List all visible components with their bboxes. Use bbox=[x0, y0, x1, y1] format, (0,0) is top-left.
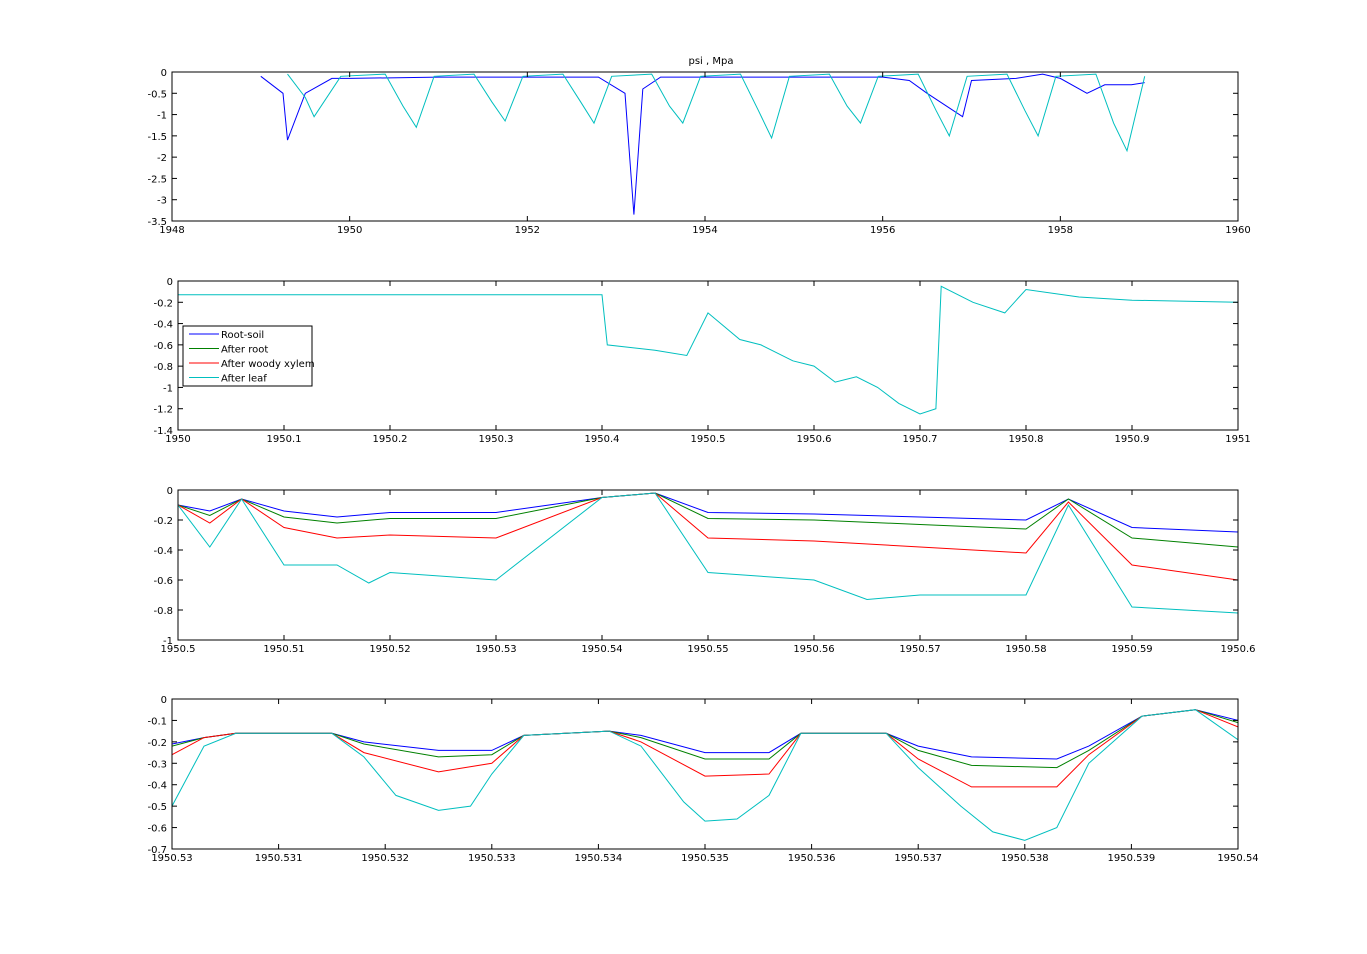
x-tick-label: 1954 bbox=[692, 225, 717, 236]
x-tick-label: 1950.4 bbox=[585, 434, 620, 445]
y-tick-label: -0.3 bbox=[147, 759, 167, 770]
y-tick-label: -0.2 bbox=[153, 298, 173, 309]
y-tick-label: -0.1 bbox=[147, 716, 167, 727]
y-tick-label: -0.5 bbox=[147, 802, 167, 813]
x-tick-label: 1956 bbox=[870, 225, 895, 236]
series-line-after-leaf bbox=[178, 492, 1238, 614]
y-tick-label: -0.4 bbox=[153, 546, 173, 557]
x-tick-label: 1950.6 bbox=[1221, 644, 1256, 655]
axes-panel-4: 1950.53 1950.531 1950.532 1950.533 1950.534 1… bbox=[147, 695, 1258, 864]
legend-label: After woody xylem bbox=[221, 359, 315, 370]
y-tick-label: -1 bbox=[163, 636, 173, 647]
axes-panel-2: 1950 1950.1 1950.2 1950.3 1950.4 1950.5 1950.6… bbox=[153, 277, 1250, 445]
y-tick-label: 0 bbox=[167, 277, 173, 288]
x-tick-label: 1950.535 bbox=[681, 853, 729, 864]
legend-box bbox=[182, 325, 313, 387]
x-tick-label: 1950.537 bbox=[894, 853, 942, 864]
series-line-after-leaf bbox=[178, 285, 1238, 415]
x-tick-label: 1950.57 bbox=[899, 644, 940, 655]
x-tick-label: 1950.2 bbox=[373, 434, 408, 445]
y-tick-label: 0 bbox=[161, 68, 167, 79]
y-tick-label: -1.2 bbox=[153, 405, 173, 416]
x-tick-label: 1950.5 bbox=[161, 644, 196, 655]
x-tick-label: 1950.534 bbox=[575, 853, 623, 864]
series-line-after-root bbox=[172, 709, 1238, 769]
series-line-root-soil bbox=[172, 709, 1238, 760]
y-tick-label: -0.2 bbox=[153, 516, 173, 527]
x-tick-label: 1950.8 bbox=[1009, 434, 1044, 445]
y-tick-label: -3.5 bbox=[147, 217, 167, 228]
x-tick-label: 1950.536 bbox=[788, 853, 836, 864]
y-tick-label: -0.8 bbox=[153, 606, 173, 617]
legend: Root-soil After root After woody xylem Afte… bbox=[182, 325, 315, 387]
series-group bbox=[178, 492, 1238, 614]
x-tick-label: 1950.58 bbox=[1005, 644, 1046, 655]
x-tick-label: 1950.532 bbox=[361, 853, 409, 864]
y-tick-label: -0.6 bbox=[147, 824, 167, 835]
y-tick-label: -0.4 bbox=[153, 320, 173, 331]
figure-title: psi , Mpa bbox=[689, 56, 734, 67]
axes-panel-1: 1948 1950 1952 1954 1956 1958 1960 0 -0.5 -1 -1.5 -… bbox=[147, 68, 1250, 236]
x-tick-label: 1950.54 bbox=[581, 644, 622, 655]
axes-group: 1948 1950 1952 1954 1956 1958 1960 0 -0.5 -1 -1.5 -… bbox=[147, 68, 1258, 864]
y-tick-label: -0.5 bbox=[147, 89, 167, 100]
x-tick-label: 1950 bbox=[165, 434, 190, 445]
x-tick-label: 1950 bbox=[337, 225, 362, 236]
legend-label: After root bbox=[221, 345, 268, 356]
x-tick-label: 1952 bbox=[515, 225, 540, 236]
x-tick-label: 1950.52 bbox=[369, 644, 410, 655]
series-group bbox=[172, 709, 1238, 841]
y-tick-label: -0.4 bbox=[147, 781, 167, 792]
x-tick-label: 1950.538 bbox=[1001, 853, 1049, 864]
x-tick-label: 1950.51 bbox=[263, 644, 304, 655]
y-tick-label: -0.6 bbox=[153, 576, 173, 587]
x-tick-label: 1950.3 bbox=[479, 434, 514, 445]
y-tick-label: -1.5 bbox=[147, 132, 167, 143]
y-tick-label: -0.6 bbox=[153, 341, 173, 352]
x-tick-label: 1950.59 bbox=[1111, 644, 1152, 655]
series-line-after-leaf bbox=[172, 709, 1238, 841]
x-tick-label: 1950.539 bbox=[1108, 853, 1156, 864]
x-tick-label: 1950.531 bbox=[255, 853, 303, 864]
x-tick-label: 1950.7 bbox=[903, 434, 938, 445]
x-tick-label: 1950.533 bbox=[468, 853, 516, 864]
x-tick-label: 1950.55 bbox=[687, 644, 728, 655]
y-tick-label: -0.7 bbox=[147, 845, 167, 856]
y-tick-label: -3 bbox=[157, 196, 167, 207]
y-tick-label: -0.2 bbox=[147, 738, 167, 749]
y-tick-label: -1 bbox=[157, 111, 167, 122]
x-tick-label: 1958 bbox=[1048, 225, 1073, 236]
axes-panel-3: 1950.5 1950.51 1950.52 1950.53 1950.54 1950.5… bbox=[153, 486, 1255, 655]
y-tick-label: -0.8 bbox=[153, 362, 173, 373]
y-tick-label: -2 bbox=[157, 153, 167, 164]
series-line-series-2 bbox=[287, 73, 1146, 153]
y-tick-label: -1 bbox=[163, 383, 173, 394]
legend-label: Root-soil bbox=[221, 330, 264, 341]
series-group bbox=[260, 73, 1146, 215]
x-tick-label: 1950.53 bbox=[475, 644, 516, 655]
x-tick-label: 1950.56 bbox=[793, 644, 834, 655]
legend-label: After leaf bbox=[221, 374, 267, 385]
x-tick-label: 1950.5 bbox=[691, 434, 726, 445]
x-tick-label: 1950.54 bbox=[1217, 853, 1258, 864]
x-tick-label: 1950.6 bbox=[797, 434, 832, 445]
series-line-after-woody-xylem bbox=[172, 709, 1238, 788]
x-tick-label: 1950.53 bbox=[151, 853, 192, 864]
x-tick-label: 1960 bbox=[1225, 225, 1250, 236]
y-tick-label: 0 bbox=[167, 486, 173, 497]
x-tick-label: 1950.1 bbox=[267, 434, 302, 445]
y-tick-label: 0 bbox=[161, 695, 167, 706]
x-tick-label: 1951 bbox=[1225, 434, 1250, 445]
y-tick-label: -2.5 bbox=[147, 174, 167, 185]
series-group bbox=[178, 285, 1238, 415]
x-tick-label: 1948 bbox=[159, 225, 184, 236]
x-tick-label: 1950.9 bbox=[1115, 434, 1150, 445]
y-tick-label: -1.4 bbox=[153, 426, 173, 437]
series-line-series-1 bbox=[260, 73, 1145, 215]
